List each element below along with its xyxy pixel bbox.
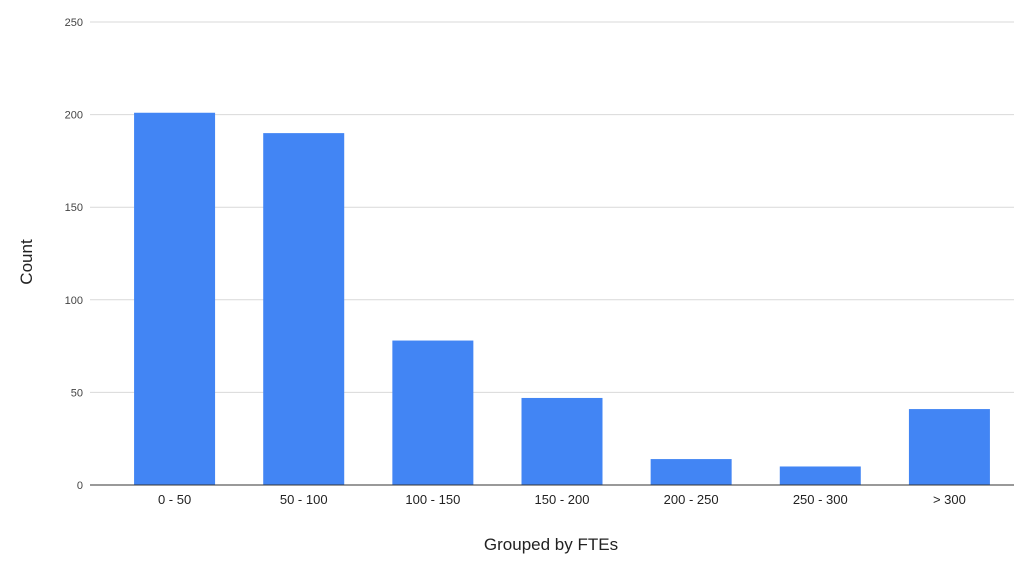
y-axis-ticks: 0 50 100 150 200 250 (65, 17, 83, 492)
bar (908, 409, 990, 485)
y-axis-title: Count (17, 239, 36, 285)
bars (134, 112, 990, 486)
bar (392, 340, 474, 485)
y-tick-label: 100 (65, 295, 83, 307)
x-tick-label: 50 - 100 (280, 492, 328, 507)
x-tick-label: 250 - 300 (793, 492, 848, 507)
bar (650, 459, 732, 485)
y-tick-label: 150 (65, 202, 83, 214)
x-tick-label: 0 - 50 (158, 492, 191, 507)
y-tick-label: 200 (65, 110, 83, 122)
y-tick-label: 0 (77, 480, 83, 492)
x-tick-label: 150 - 200 (535, 492, 590, 507)
x-tick-label: 200 - 250 (664, 492, 719, 507)
gridlines (90, 21, 1014, 393)
y-tick-label: 50 (71, 387, 83, 399)
y-tick-label: 250 (65, 17, 83, 29)
x-axis-ticks: 0 - 50 50 - 100 100 - 150 150 - 200 200 - 25… (158, 492, 966, 507)
bar (779, 466, 861, 485)
x-tick-label: > 300 (933, 492, 966, 507)
x-axis-title: Grouped by FTEs (484, 535, 618, 554)
bar (521, 397, 603, 485)
x-tick-label: 100 - 150 (405, 492, 460, 507)
bar (134, 112, 216, 486)
bar (263, 133, 345, 485)
